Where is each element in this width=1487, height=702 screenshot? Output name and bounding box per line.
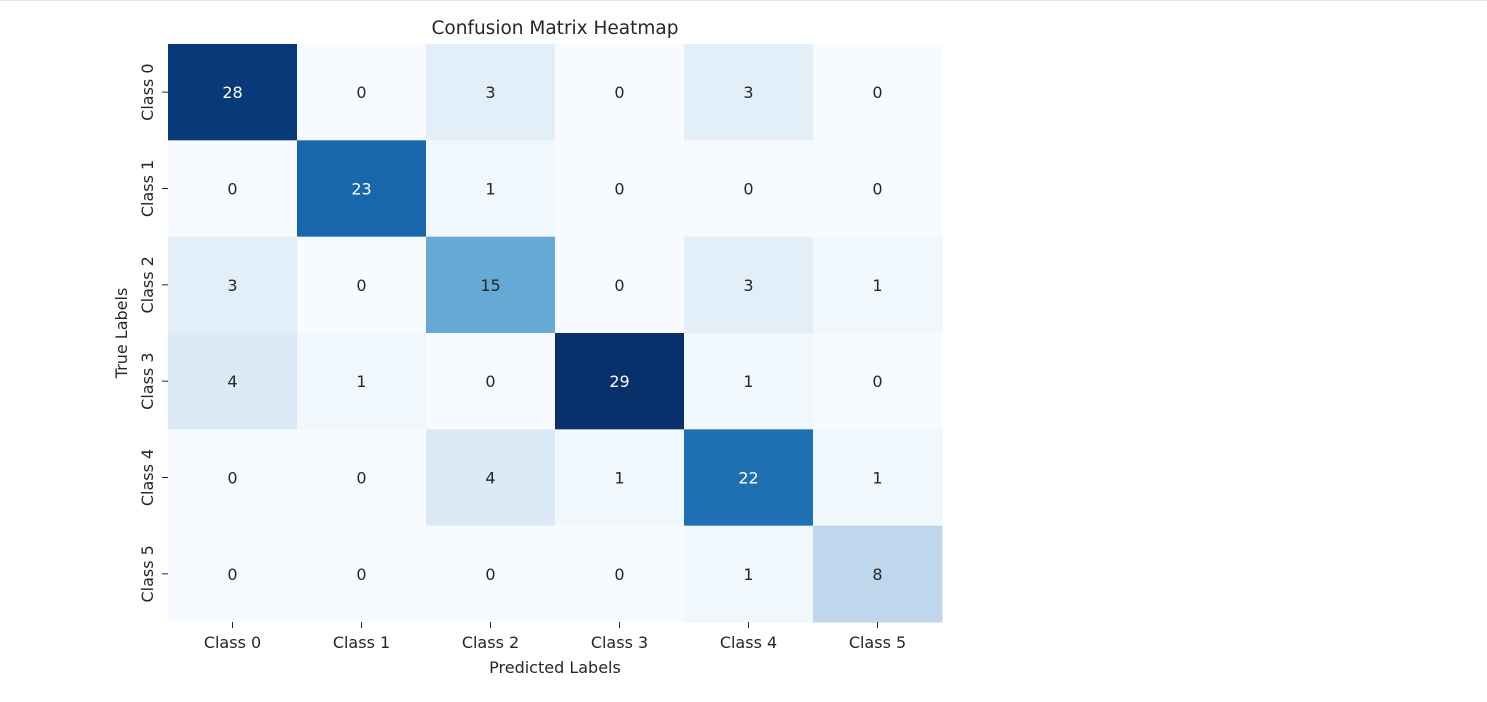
heatmap-cells	[168, 44, 943, 623]
cell-value-label: 22	[738, 469, 758, 488]
heatmap-cell-r2-c0	[168, 236, 298, 334]
heatmap-cell-r5-c4	[684, 525, 814, 623]
y-tick-label: Class 2	[138, 256, 157, 313]
x-tick-label: Class 5	[849, 633, 906, 652]
cell-value-label: 28	[222, 83, 242, 102]
heatmap-cell-r5-c5	[813, 525, 943, 623]
heatmap-cell-r3-c4	[684, 333, 814, 430]
x-tick-label: Class 1	[333, 633, 390, 652]
cell-value-label: 0	[356, 565, 366, 584]
cell-value-label: 0	[356, 469, 366, 488]
heatmap-cell-r2-c2	[426, 236, 556, 334]
cell-value-label: 0	[614, 276, 624, 295]
heatmap-cell-r2-c1	[297, 236, 427, 334]
heatmap-cell-r1-c4	[684, 140, 814, 238]
heatmap-cell-r1-c0	[168, 140, 298, 238]
cell-value-label: 15	[480, 276, 500, 295]
cell-value-label: 0	[614, 83, 624, 102]
cell-value-label: 0	[743, 180, 753, 199]
cell-value-label: 0	[227, 565, 237, 584]
cell-value-label: 8	[872, 565, 882, 584]
heatmap-cell-r5-c0	[168, 525, 298, 623]
cell-value-label: 3	[227, 276, 237, 295]
y-tick-label: Class 4	[138, 449, 157, 506]
heatmap-cell-r4-c5	[813, 429, 943, 527]
heatmap-cell-r4-c2	[426, 429, 556, 527]
cell-value-label: 0	[872, 372, 882, 391]
heatmap-cell-r0-c1	[297, 44, 427, 141]
heatmap-cell-r1-c5	[813, 140, 943, 238]
heatmap-cell-r2-c5	[813, 236, 943, 334]
heatmap-cell-r1-c3	[555, 140, 685, 238]
heatmap-cell-r2-c3	[555, 236, 685, 334]
cell-value-label: 29	[609, 372, 629, 391]
heatmap-cell-r1-c2	[426, 140, 556, 238]
top-divider	[0, 0, 1487, 1]
heatmap-cell-r0-c0	[168, 44, 298, 141]
heatmap-cell-r0-c3	[555, 44, 685, 141]
heatmap-cell-r4-c4	[684, 429, 814, 527]
cell-value-label: 1	[743, 372, 753, 391]
heatmap-cell-r5-c1	[297, 525, 427, 623]
heatmap-cell-r4-c3	[555, 429, 685, 527]
cell-value-label: 0	[485, 372, 495, 391]
y-axis: Class 0 Class 1 Class 2 Class 3 Class 4 Class…	[138, 63, 168, 603]
y-axis-label: True Labels	[112, 288, 131, 380]
cell-value-label: 1	[356, 372, 366, 391]
cell-value-label: 3	[743, 83, 753, 102]
cell-value-label: 1	[743, 565, 753, 584]
y-tick-label: Class 1	[138, 160, 157, 217]
heatmap-cell-r4-c1	[297, 429, 427, 527]
cell-value-label: 4	[227, 372, 237, 391]
heatmap-cell-r0-c4	[684, 44, 814, 141]
cell-annotations: 28 0 3 0 3 00 23 1 0 0 03 0 15 0 3 14 1 0 29 1 00 0 4 1 22 10 0 0 0 1…	[222, 83, 882, 584]
cell-value-label: 0	[356, 83, 366, 102]
cell-value-label: 3	[743, 276, 753, 295]
heatmap-cell-r5-c3	[555, 525, 685, 623]
cell-value-label: 0	[614, 180, 624, 199]
cell-value-label: 1	[614, 469, 624, 488]
heatmap-cell-r3-c1	[297, 333, 427, 430]
heatmap-cell-r5-c2	[426, 525, 556, 623]
cell-value-label: 0	[227, 469, 237, 488]
cell-value-label: 0	[872, 180, 882, 199]
heatmap-cell-r3-c5	[813, 333, 943, 430]
x-tick-label: Class 2	[462, 633, 519, 652]
cell-value-label: 0	[872, 83, 882, 102]
x-tick-label: Class 3	[591, 633, 648, 652]
chart-title: Confusion Matrix Heatmap	[431, 18, 678, 39]
x-axis: Class 0 Class 1 Class 2 Class 3 Class 4 Class…	[204, 622, 906, 652]
cell-value-label: 0	[485, 565, 495, 584]
cell-value-label: 0	[614, 565, 624, 584]
y-tick-label: Class 0	[138, 63, 157, 120]
cell-value-label: 0	[227, 180, 237, 199]
heatmap-cell-r4-c0	[168, 429, 298, 527]
heatmap-cell-r0-c5	[813, 44, 943, 141]
heatmap-cell-r2-c4	[684, 236, 814, 334]
heatmap-cell-r3-c2	[426, 333, 556, 430]
cell-value-label: 1	[485, 180, 495, 199]
x-axis-label: Predicted Labels	[489, 658, 621, 677]
heatmap-cell-r0-c2	[426, 44, 556, 141]
cell-value-label: 4	[485, 469, 495, 488]
cell-value-label: 1	[872, 276, 882, 295]
heatmap-cell-r3-c0	[168, 333, 298, 430]
cell-value-label: 3	[485, 83, 495, 102]
heatmap-cell-r3-c3	[555, 333, 685, 430]
y-tick-label: Class 5	[138, 545, 157, 602]
cell-value-label: 23	[351, 180, 371, 199]
heatmap-cell-r1-c1	[297, 140, 427, 238]
cell-value-label: 0	[356, 276, 366, 295]
cell-value-label: 1	[872, 469, 882, 488]
x-tick-label: Class 0	[204, 633, 261, 652]
x-tick-label: Class 4	[720, 633, 777, 652]
y-tick-label: Class 3	[138, 352, 157, 409]
